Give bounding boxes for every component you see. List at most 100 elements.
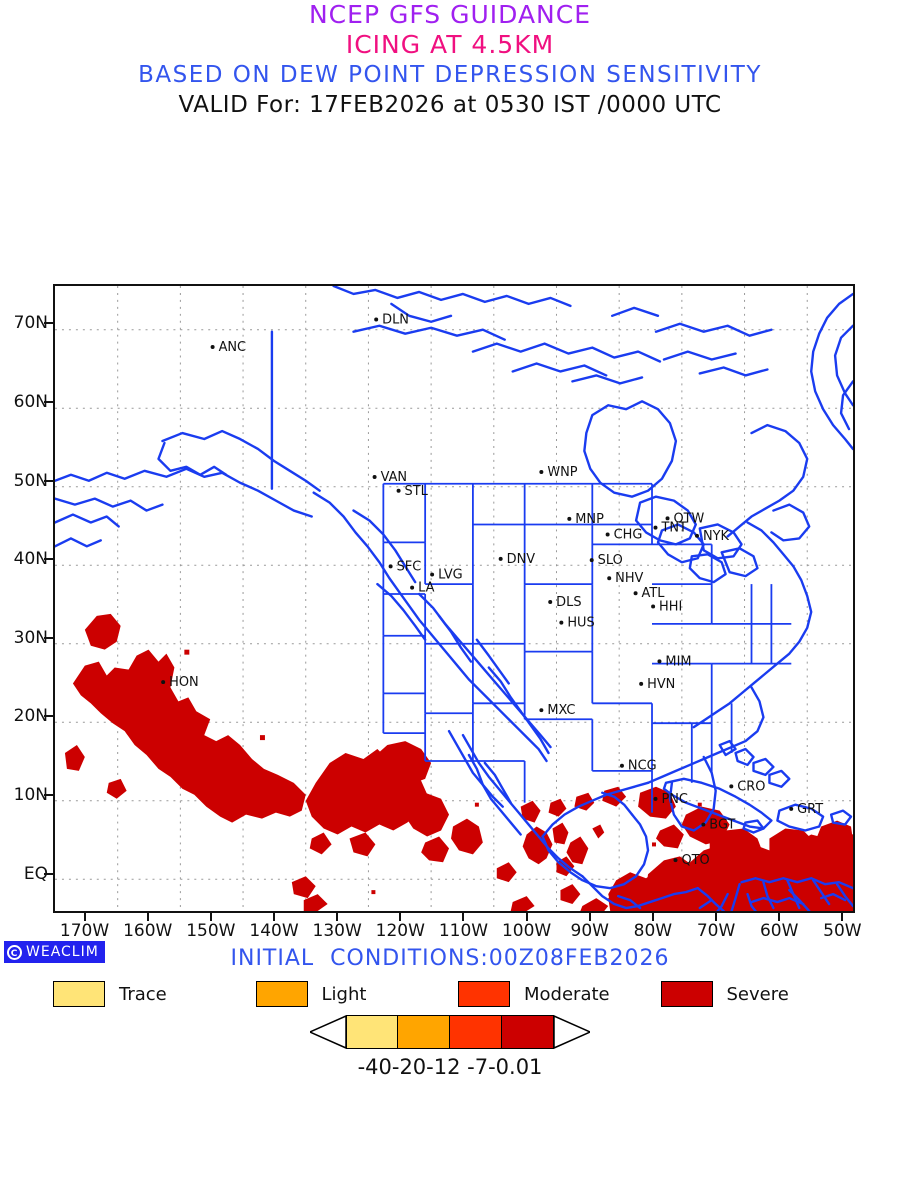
map-city-dot <box>639 681 644 686</box>
x-axis-tick <box>83 913 86 921</box>
x-axis-tick <box>841 913 844 921</box>
map-city-label: MIM <box>665 654 691 669</box>
y-axis-tick <box>44 715 53 718</box>
map-city-dot <box>673 858 678 863</box>
severity-legend-item: Light <box>255 981 459 1007</box>
map-city-dot <box>729 784 734 789</box>
map-city-label: DLS <box>556 595 581 610</box>
map-city-label: NYK <box>703 529 730 544</box>
map-city-dot <box>605 532 610 537</box>
map-city-dot <box>567 516 572 521</box>
map-city-label: HUS <box>567 616 594 631</box>
y-axis-label: 20N <box>13 706 48 727</box>
map-city-label: VAN <box>381 470 408 485</box>
title-line-product: ICING AT 4.5KM <box>345 30 555 59</box>
severity-legend: Trace Light Moderate Severe <box>53 979 863 1009</box>
map-city-label: DNV <box>507 552 536 567</box>
map-city-dot <box>607 576 612 581</box>
x-axis-tick <box>715 913 718 921</box>
map-city-label: OTW <box>673 511 704 526</box>
map-city-label: LVG <box>438 568 463 583</box>
map-city-label: GRT <box>797 802 823 817</box>
y-axis-tick <box>44 400 53 403</box>
map-city-dot <box>430 572 435 577</box>
x-axis-tick <box>273 913 276 921</box>
x-axis-label: 150W <box>186 921 236 941</box>
severity-legend-item: Moderate <box>458 981 661 1007</box>
x-axis-label: 70W <box>696 921 736 941</box>
y-axis-label: 10N <box>13 785 48 806</box>
map-city-dot <box>633 591 638 596</box>
y-axis-label: EQ <box>23 863 48 884</box>
map-city-dot <box>653 796 658 801</box>
colorbar <box>310 1015 590 1049</box>
colorbar-extend-low-icon <box>310 1015 346 1049</box>
severity-swatch <box>458 981 510 1007</box>
y-axis-tick <box>44 558 53 561</box>
map-city-dot <box>539 708 544 713</box>
map-city-label: MXC <box>547 703 575 718</box>
map-city-dot <box>701 822 706 827</box>
map-city-label: QTO <box>681 853 709 868</box>
x-axis-label: 120W <box>375 921 425 941</box>
x-axis-label: 110W <box>438 921 489 941</box>
y-axis-tick <box>44 872 53 875</box>
map-city-dot <box>559 620 564 625</box>
x-axis-tick <box>462 913 465 921</box>
map-city-label: SLO <box>598 553 623 568</box>
map-city-dot <box>665 516 670 521</box>
severity-swatch <box>660 981 713 1007</box>
x-axis-tick <box>146 913 149 921</box>
map-city-label: LA <box>418 581 434 596</box>
x-axis-label: 90W <box>570 921 609 941</box>
x-axis-label: 60W <box>759 921 799 941</box>
map-city-label: NHV <box>615 571 643 586</box>
y-axis-label: 60N <box>13 391 48 412</box>
severity-legend-item: Severe <box>660 981 864 1007</box>
y-axis-label: 40N <box>13 549 48 570</box>
map-city-label: TNT <box>660 521 687 536</box>
x-axis-tick <box>525 913 528 921</box>
map-city-dot <box>539 470 544 474</box>
weaclim-branding: C WEACLIM <box>4 941 105 963</box>
x-axis-label: 130W <box>312 921 362 941</box>
severity-label: Light <box>321 983 367 1005</box>
map-city-label: ANC <box>219 340 247 355</box>
severity-swatch <box>53 981 105 1007</box>
map-city-dot <box>651 604 656 609</box>
initial-conditions-text: INITIAL CONDITIONS:00Z08FEB2026 <box>230 946 670 971</box>
weaclim-label: WEACLIM <box>26 944 99 960</box>
severity-legend-item: Trace <box>53 981 256 1007</box>
title-line-agency: NCEP GFS GUIDANCE <box>308 0 591 29</box>
map-city-label: HHI <box>659 599 682 614</box>
chart-title-block: NCEP GFS GUIDANCE ICING AT 4.5KM BASED O… <box>0 0 900 120</box>
map-city-label: PNC <box>661 792 687 807</box>
map-city-label: SFC <box>397 559 422 574</box>
map-city-dot <box>694 533 699 538</box>
map-plot-area: ANC DLN VAN STL WNP OTW MNP CHG TNT NYK DNV SLO SFC L… <box>53 284 855 913</box>
map-city-label: WNP <box>547 465 577 480</box>
state-borders <box>382 482 792 813</box>
map-city-label: STL <box>405 484 429 499</box>
colorbar-cell <box>502 1015 554 1049</box>
map-city-dot <box>653 525 658 530</box>
map-city-label: HVN <box>647 677 675 692</box>
severity-swatch <box>255 981 308 1007</box>
y-axis-tick <box>44 636 53 639</box>
x-axis-label: 50W <box>823 921 862 941</box>
map-city-dot <box>619 763 624 768</box>
title-line-basis: BASED ON DEW POINT DEPRESSION SENSITIVIT… <box>138 62 762 88</box>
x-axis-label: 80W <box>633 921 673 941</box>
map-city-label: ATL <box>642 586 666 601</box>
x-axis-label: 160W <box>123 921 173 941</box>
x-axis-tick <box>209 913 212 921</box>
map-city-label: MNP <box>575 512 604 527</box>
map-city-dot <box>161 680 166 685</box>
title-line-valid: VALID For: 17FEB2026 at 0530 IST /0000 U… <box>178 92 722 118</box>
x-axis-label: 170W <box>59 921 110 941</box>
colorbar-tick-labels: -40-20-12 -7-0.01 <box>357 1055 543 1079</box>
colorbar-cell <box>346 1015 398 1049</box>
colorbar-cells <box>346 1015 554 1049</box>
